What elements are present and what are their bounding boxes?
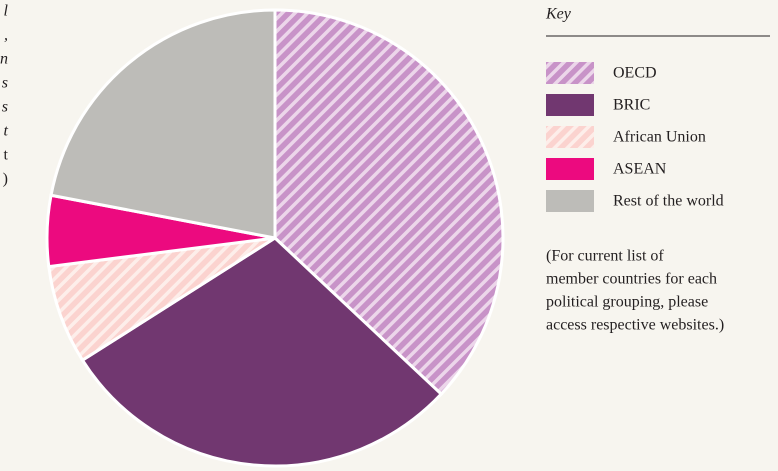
- pie-slice: [273, 8, 505, 397]
- legend-swatch: [546, 158, 594, 180]
- legend-swatch: [546, 62, 594, 84]
- side-text: ,: [4, 27, 8, 44]
- legend-label: BRIC: [613, 97, 650, 114]
- note-line: member countries for each: [546, 271, 717, 288]
- legend-swatch: [546, 94, 594, 116]
- side-text: s: [2, 99, 8, 116]
- pie-slice: [80, 236, 444, 468]
- side-text: t: [4, 147, 9, 164]
- note-line: political grouping, please: [546, 294, 708, 311]
- legend-label: African Union: [613, 129, 706, 146]
- legend-swatch: [546, 126, 594, 148]
- side-text: n: [0, 51, 8, 68]
- pie-slice: [49, 8, 277, 240]
- side-text: l: [4, 3, 9, 20]
- side-text: ): [3, 171, 8, 188]
- note-line: access respective websites.): [546, 317, 724, 334]
- legend-label: Rest of the world: [613, 193, 724, 210]
- note-line: (For current list of: [546, 248, 664, 265]
- side-text: t: [4, 123, 9, 140]
- side-text: s: [2, 75, 8, 92]
- legend-label: ASEAN: [613, 161, 667, 178]
- legend-title: Key: [545, 6, 572, 23]
- legend-swatch: [546, 190, 594, 212]
- legend-label: OECD: [613, 65, 657, 82]
